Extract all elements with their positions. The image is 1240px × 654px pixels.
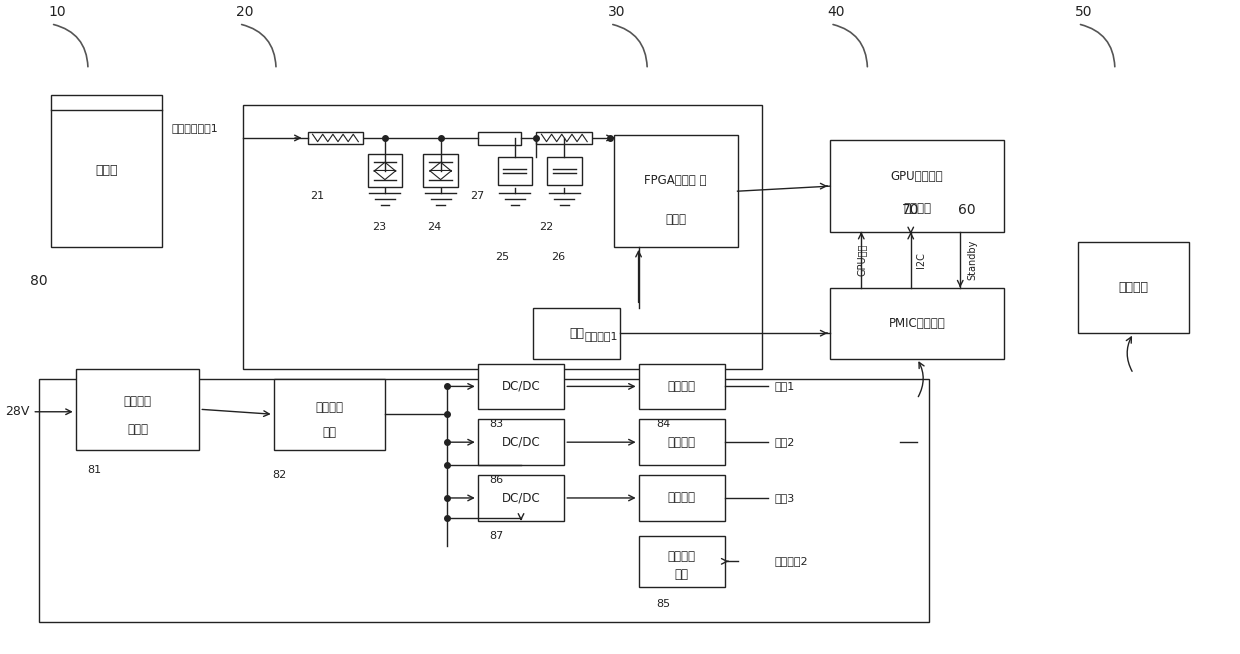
Text: 50: 50 xyxy=(1075,5,1092,19)
Bar xyxy=(423,154,458,188)
Bar xyxy=(614,135,738,247)
Bar xyxy=(639,536,725,587)
Bar xyxy=(274,379,384,450)
Bar xyxy=(308,132,363,143)
Text: 抗尖峰浪: 抗尖峰浪 xyxy=(124,394,151,407)
Text: I2C: I2C xyxy=(915,252,925,267)
Text: PMIC电源电路: PMIC电源电路 xyxy=(889,317,945,330)
Text: 光耦: 光耦 xyxy=(569,326,584,339)
Text: 23: 23 xyxy=(372,222,386,232)
Bar xyxy=(537,132,593,143)
Bar xyxy=(243,105,763,369)
Text: Standby: Standby xyxy=(967,239,977,280)
Text: 27: 27 xyxy=(471,191,485,201)
Text: 开关功能: 开关功能 xyxy=(668,550,696,563)
Bar xyxy=(51,95,162,247)
Text: 60: 60 xyxy=(957,203,975,216)
Text: 22: 22 xyxy=(538,222,553,232)
Text: 84: 84 xyxy=(656,419,671,430)
Text: GPU电源: GPU电源 xyxy=(857,243,867,276)
Bar xyxy=(547,157,582,185)
Text: FPGA及相关 配: FPGA及相关 配 xyxy=(645,173,707,186)
Text: DC/DC: DC/DC xyxy=(502,491,541,504)
Text: 87: 87 xyxy=(489,531,503,541)
Text: 80: 80 xyxy=(30,273,47,288)
Text: 输入滤波: 输入滤波 xyxy=(315,401,343,414)
Text: 20: 20 xyxy=(237,5,254,19)
Polygon shape xyxy=(373,162,396,171)
Text: 输出滤波: 输出滤波 xyxy=(668,380,696,393)
Bar xyxy=(477,364,564,409)
Text: 输出滤波: 输出滤波 xyxy=(668,491,696,504)
Bar xyxy=(497,157,532,185)
Bar xyxy=(367,154,402,188)
Bar xyxy=(477,132,521,145)
Text: 25: 25 xyxy=(496,252,510,262)
Bar xyxy=(477,419,564,465)
Text: 置电路: 置电路 xyxy=(665,213,686,226)
Text: 82: 82 xyxy=(273,470,286,480)
Bar xyxy=(639,364,725,409)
Text: 86: 86 xyxy=(490,475,503,485)
Text: 电路: 电路 xyxy=(675,568,689,581)
Text: 24: 24 xyxy=(428,222,441,232)
Bar xyxy=(639,475,725,521)
Text: 30: 30 xyxy=(608,5,625,19)
Text: 70: 70 xyxy=(901,203,920,216)
Polygon shape xyxy=(429,162,451,171)
Text: 28V: 28V xyxy=(5,405,30,419)
Bar xyxy=(533,308,620,358)
Bar xyxy=(831,141,1003,232)
Text: 导光板: 导光板 xyxy=(95,164,118,177)
Text: 40: 40 xyxy=(828,5,846,19)
Text: 81: 81 xyxy=(87,465,102,475)
Bar xyxy=(1078,242,1189,333)
Bar xyxy=(76,369,200,450)
Text: DC/DC: DC/DC xyxy=(502,436,541,449)
Polygon shape xyxy=(429,171,451,180)
Bar xyxy=(831,288,1003,358)
Text: GPU及其相关: GPU及其相关 xyxy=(890,171,944,184)
Text: 上电信号2: 上电信号2 xyxy=(775,557,808,566)
Text: 输出滤波: 输出滤波 xyxy=(668,436,696,449)
Text: 上电信号1: 上电信号1 xyxy=(585,331,619,341)
Text: 涌电路: 涌电路 xyxy=(126,423,148,436)
Text: 电源2: 电源2 xyxy=(775,437,795,447)
Text: 85: 85 xyxy=(656,600,671,610)
Bar xyxy=(38,379,929,622)
Text: 配置电路: 配置电路 xyxy=(903,203,931,215)
Text: 电源1: 电源1 xyxy=(775,381,795,391)
Text: 21: 21 xyxy=(310,191,324,201)
Text: 10: 10 xyxy=(48,5,66,19)
Text: 83: 83 xyxy=(490,419,503,430)
Polygon shape xyxy=(373,171,396,180)
Bar xyxy=(477,475,564,521)
Text: 接口电路: 接口电路 xyxy=(1118,281,1148,294)
Bar xyxy=(639,419,725,465)
Text: DC/DC: DC/DC xyxy=(502,380,541,393)
Text: 26: 26 xyxy=(551,252,565,262)
Text: 电路: 电路 xyxy=(322,426,336,439)
Text: 上电按键信号1: 上电按键信号1 xyxy=(171,123,218,133)
Text: 电源3: 电源3 xyxy=(775,493,795,503)
